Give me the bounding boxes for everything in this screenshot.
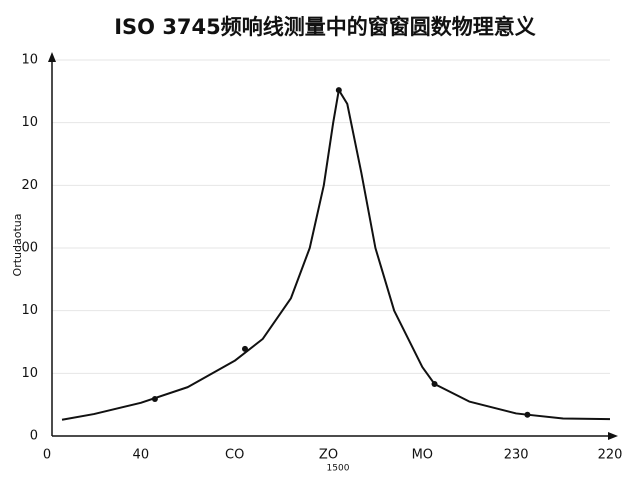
y-arrow — [48, 52, 56, 62]
x-tick-label: MO — [412, 448, 433, 463]
x-tick-label: 40 — [133, 448, 150, 463]
y-tick-label: 00 — [21, 241, 38, 256]
y-tick-label: 10 — [21, 303, 38, 318]
curve — [61, 89, 611, 421]
data-point — [241, 345, 248, 352]
y-tick-label: 0 — [30, 429, 38, 444]
y-tick-label: 10 — [21, 53, 38, 68]
data-point — [431, 380, 438, 387]
plot: 0 10 10 00 20 10 10 0 40 CO ZO MO 230 220 — [21, 53, 622, 463]
data-point — [335, 87, 342, 94]
x-axis-label: 1500 — [327, 464, 350, 474]
x-tick-label: CO — [225, 448, 244, 463]
y-axis-label: Ortudaotua — [11, 214, 24, 277]
y-tick-label: 20 — [21, 178, 38, 193]
x-tick-label: 230 — [504, 448, 529, 463]
chart-title: ISO 3745频响线测量中的窗窗圆数物理意义 — [114, 15, 536, 39]
x-tick-label: 0 — [43, 448, 51, 463]
data-point — [524, 411, 531, 418]
x-arrow — [608, 432, 618, 440]
x-tick-label: 220 — [598, 448, 623, 463]
x-tick-label: ZO — [319, 448, 338, 463]
y-tick-label: 10 — [21, 115, 38, 130]
data-point — [151, 396, 158, 403]
y-tick-label: 10 — [21, 366, 38, 381]
